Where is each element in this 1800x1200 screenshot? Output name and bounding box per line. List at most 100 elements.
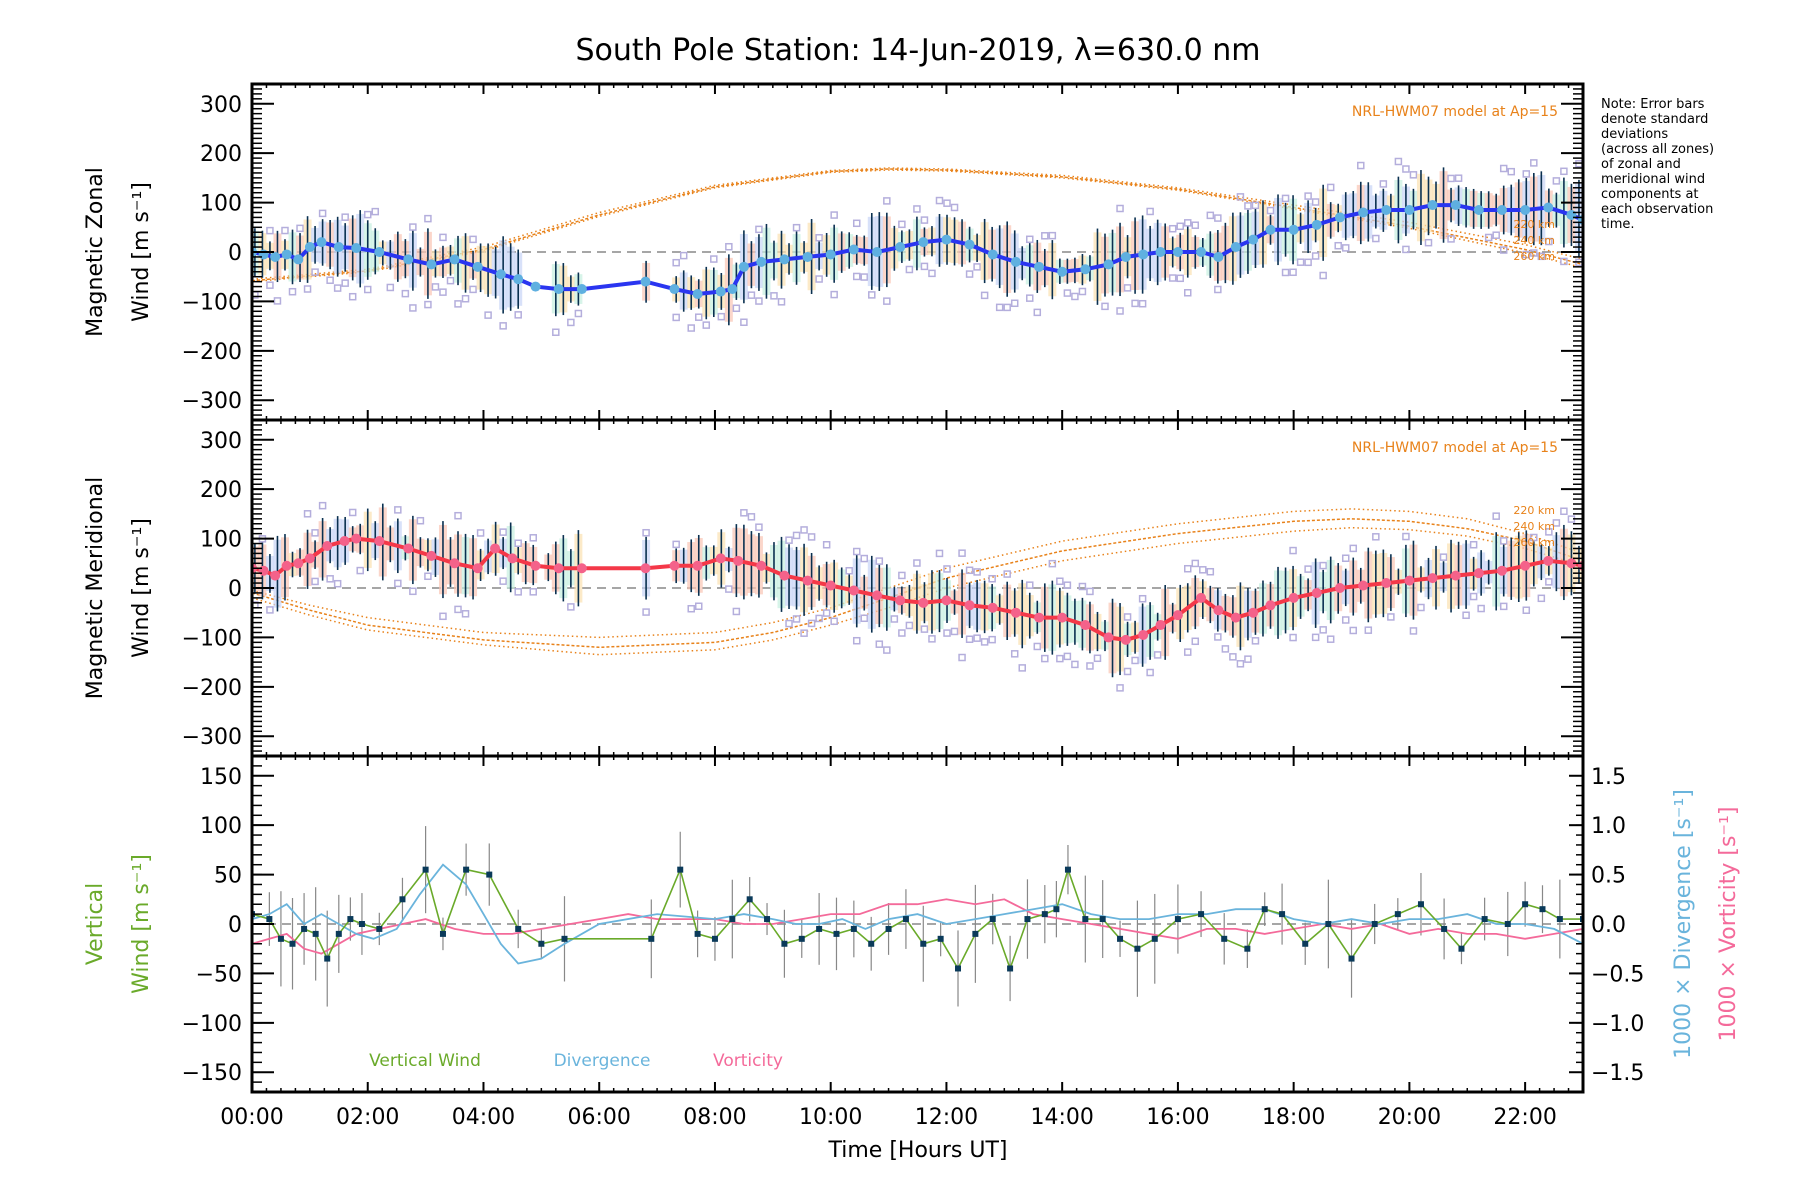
zonal-wind-point [403,254,414,265]
zone-outlier [1560,257,1568,266]
meridional-wind-point [553,563,564,574]
y-tick-label: 0 [228,241,242,266]
x-tick-label: 08:00 [683,1105,746,1130]
zone-outlier [1244,655,1252,663]
vertical-wind-point [746,896,753,903]
zone-outlier [394,506,402,514]
zonal-wind-point [825,249,836,260]
vertical-wind-point [1325,921,1332,927]
zone-outlier [1304,192,1312,200]
zone-outlier [950,627,959,636]
x-tick-label: 16:00 [1146,1105,1209,1130]
zone-outlier [875,640,884,648]
zone-outlier [913,559,921,567]
zone-outlier [943,199,951,207]
meridional-wind-point [1450,570,1461,581]
zone-outlier [318,209,327,218]
zone-outlier [1116,307,1124,315]
zone-outlier [980,638,989,646]
legend-item: Vertical Wind [369,1051,481,1071]
zonal-wind-point [495,269,506,280]
zone-outlier [1409,171,1418,179]
meridional-wind-point [258,565,269,576]
zone-outlier [1349,544,1358,553]
vertical-wind-point [764,916,771,923]
zone-outlier [1056,654,1064,663]
zone-outlier [1349,626,1358,635]
vertical-wind-point [439,930,446,937]
zone-outlier [1244,202,1252,210]
zone-outlier [424,572,432,581]
y-tick-label: −200 [182,676,242,701]
zone-outlier [1319,626,1327,634]
vertical-wind-point [833,930,840,937]
zone-outlier [1184,564,1192,573]
meridional-wind-point [374,536,385,547]
zone-outlier [333,579,342,588]
zonal-wind-point [1427,200,1438,211]
vertical-wind-point [538,940,545,947]
meridional-wind-point [426,550,437,561]
zone-outlier [642,528,650,537]
zone-outlier [1236,193,1245,201]
zone-outlier [386,283,395,292]
y-axis-label-line2: Wind [m s⁻¹] [129,854,154,994]
zonal-wind-point [779,254,790,265]
y-tick-label: 0 [228,913,242,938]
zone-outlier [454,605,462,614]
vertical-wind-point [1041,911,1048,918]
zone-outlier [514,588,522,596]
note-line: deviations [1601,127,1668,142]
model-altitude-label: 240 km [1513,234,1555,247]
meridional-wind-point [1080,620,1091,631]
zone-outlier [868,291,876,299]
zone-outlier [860,554,869,563]
zone-outlier [770,292,778,300]
divergence-axis-label: 1000 × Divergence [s⁻¹] [1671,789,1696,1059]
zonal-wind-point [293,254,304,265]
zone-outlier [1063,652,1072,661]
vertical-wind-point [694,930,701,937]
zone-outlier [1402,245,1410,254]
zone-outlier [830,290,838,299]
zone-outlier [875,557,884,565]
zonal-wind-point [1265,224,1276,235]
zone-outlier [1454,174,1463,182]
zone-outlier [266,226,274,235]
zone-outlier [905,265,914,274]
zone-outlier [928,635,936,643]
zone-outlier [1191,637,1200,646]
zone-outlier [499,577,507,585]
zone-outlier [920,262,929,271]
vertical-wind-point [301,925,308,932]
model-altitude-label: 220 km [1513,218,1555,231]
zone-outlier [1537,252,1546,261]
zone-outlier [1214,285,1222,294]
zone-outlier [1447,174,1455,183]
zone-outlier [318,501,327,510]
zone-outlier [1191,221,1200,229]
zonal-wind-point [1473,205,1484,215]
zone-outlier [1334,241,1342,250]
zone-outlier [679,251,688,260]
zone-outlier [1507,167,1515,176]
zone-outlier [1304,258,1312,267]
vertical-wind-point [955,965,962,972]
zone-outlier [1372,234,1380,243]
vertical-wind-point [1053,906,1060,913]
zone-outlier [1063,289,1072,297]
zonal-wind-point [727,284,738,295]
zone-outlier [710,255,718,263]
zonal-wind-point [669,284,680,295]
zone-outlier [1056,577,1064,585]
y-tick-label: 100 [200,528,242,553]
vertical-wind-point [1244,945,1251,952]
zone-outlier [461,294,470,303]
zonal-wind-point [351,243,362,254]
zone-outlier [672,540,680,549]
note-line: each observation [1601,202,1713,217]
zone-outlier [341,279,349,287]
zone-outlier [1093,654,1102,663]
zone-outlier [642,608,650,616]
zone-outlier [1048,231,1057,240]
